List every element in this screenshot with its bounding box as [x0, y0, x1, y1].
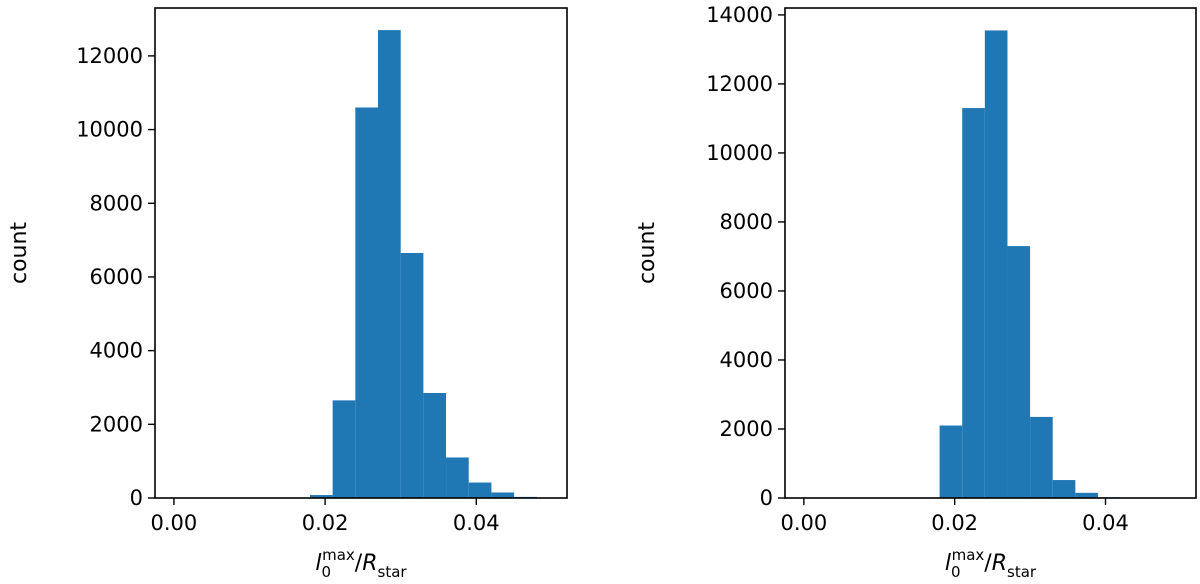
histogram-bar: [446, 457, 469, 498]
y-tick-label: 12000: [76, 44, 143, 68]
right-histogram-panel: 0.00 0.02 0.04 0 2000 4000 6000 8000 10000 12000 1…: [635, 3, 1197, 581]
y-tick-label: 0: [760, 486, 773, 510]
histogram-bar: [1075, 492, 1098, 498]
histogram-bar: [939, 425, 963, 498]
x-axis-label: l0max/Rstar: [945, 546, 1037, 581]
x-tick-label: 0.00: [780, 511, 827, 535]
histogram-bar: [984, 30, 1008, 499]
y-axis-label: count: [635, 222, 660, 284]
histogram-bar: [1052, 480, 1076, 498]
y-tick-label: 6000: [720, 279, 773, 303]
y-tick-label: 10000: [706, 141, 773, 165]
y-axis-label: count: [7, 222, 32, 284]
y-tick-label: 4000: [720, 348, 773, 372]
x-tick-label: 0.02: [302, 511, 349, 535]
y-tick-label: 8000: [90, 191, 143, 215]
histogram-bar: [378, 30, 401, 499]
y-tick-label: 14000: [706, 3, 773, 27]
x-tick-label: 0.04: [453, 511, 500, 535]
axes-frame: [154, 7, 568, 499]
histogram-bar: [1007, 246, 1031, 498]
left-histogram-panel: 0.00 0.02 0.04 0 2000 4000 6000 8000 10000 12000 c…: [7, 7, 568, 581]
y-tick-label: 8000: [720, 210, 773, 234]
y-tick-label: 4000: [90, 339, 143, 363]
y-tick-label: 10000: [76, 118, 143, 142]
x-tick-label: 0.02: [931, 511, 978, 535]
histogram-bar: [423, 393, 447, 498]
x-tick-label: 0.04: [1082, 511, 1129, 535]
y-tick-label: 2000: [90, 412, 143, 436]
histogram-bar: [491, 492, 515, 498]
histogram-bar: [332, 400, 356, 498]
y-tick-label: 0: [130, 486, 143, 510]
histogram-bar: [1030, 416, 1053, 498]
y-tick-label: 6000: [90, 265, 143, 289]
histogram-bar: [468, 482, 492, 498]
y-tick-label: 12000: [706, 72, 773, 96]
histogram-bar: [355, 107, 379, 498]
y-tick-label: 2000: [720, 417, 773, 441]
histogram-bar: [962, 108, 985, 498]
x-tick-label: 0.00: [151, 511, 198, 535]
axes-frame: [784, 7, 1197, 499]
histogram-bar: [400, 253, 424, 498]
histogram-bar: [309, 495, 333, 498]
x-axis-label: l0max/Rstar: [315, 546, 407, 581]
